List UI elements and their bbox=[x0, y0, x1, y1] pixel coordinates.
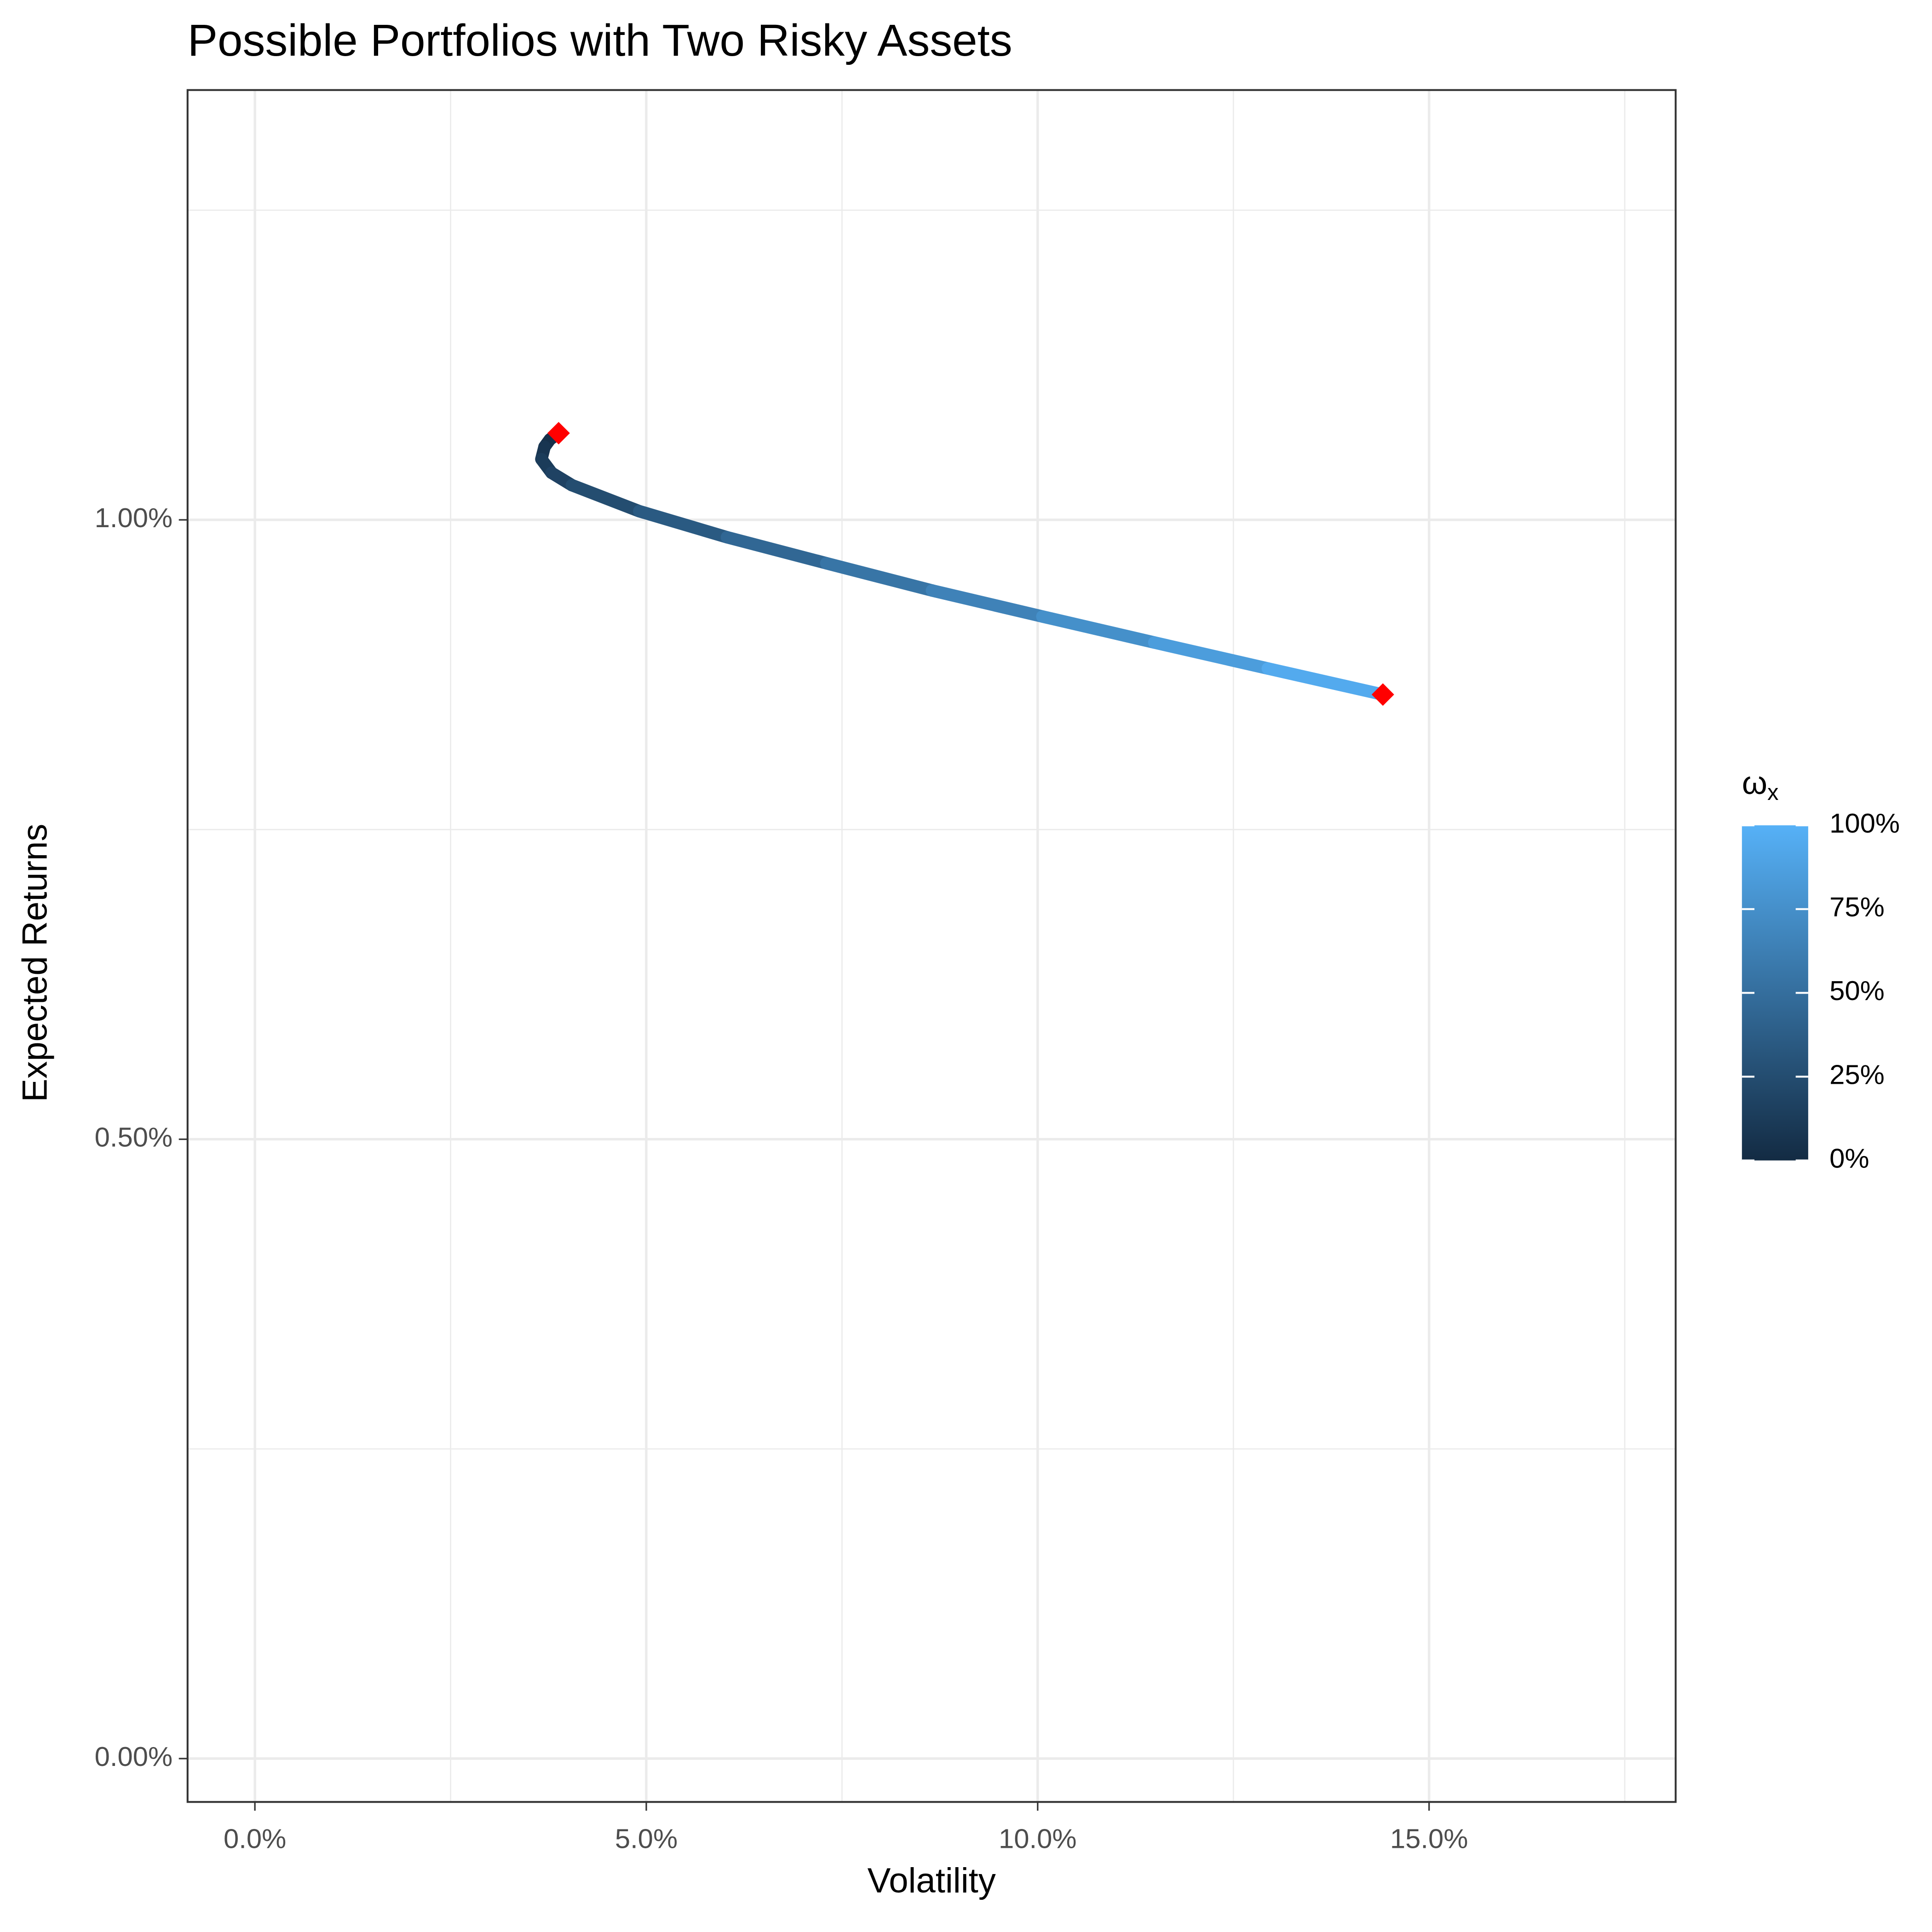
colorbar-tick-label: 75% bbox=[1829, 891, 1885, 922]
legend-title-subscript: x bbox=[1767, 780, 1778, 805]
chart-title: Possible Portfolios with Two Risky Asset… bbox=[188, 15, 1012, 65]
frontier-segment bbox=[1036, 610, 1161, 649]
frontier-segment bbox=[926, 584, 1049, 623]
x-tick-label: 5.0% bbox=[615, 1823, 678, 1854]
colorbar-tick-label: 50% bbox=[1829, 975, 1885, 1006]
y-axis-title: Expected Returns bbox=[16, 824, 55, 1102]
frontier-segment bbox=[820, 557, 938, 597]
legend-title-symbol: ω bbox=[1742, 765, 1767, 801]
plot-border bbox=[186, 89, 1677, 1803]
colorbar-tick-label: 100% bbox=[1829, 808, 1900, 839]
frontier-segment bbox=[1148, 636, 1274, 675]
colorbar-tick-label: 0% bbox=[1829, 1143, 1869, 1174]
y-tick-label: 1.00% bbox=[95, 502, 173, 533]
y-tick-label: 0.50% bbox=[95, 1121, 173, 1152]
y-tick-label: 0.00% bbox=[95, 1741, 173, 1772]
x-axis-title: Volatility bbox=[868, 1861, 996, 1900]
x-tick-label: 10.0% bbox=[999, 1823, 1077, 1854]
frontier-segment bbox=[1261, 662, 1389, 701]
asset-point bbox=[1371, 683, 1394, 706]
asset-point bbox=[547, 422, 570, 445]
plot-panel bbox=[187, 90, 1676, 1802]
frontier-segment bbox=[565, 479, 646, 518]
x-tick-label: 0.0% bbox=[224, 1823, 286, 1854]
colorbar-tick-label: 25% bbox=[1829, 1059, 1885, 1090]
legend-title: ωx bbox=[1742, 765, 1779, 805]
frontier-segment bbox=[720, 531, 833, 569]
x-tick-label: 15.0% bbox=[1390, 1823, 1468, 1854]
frontier-segment bbox=[633, 505, 733, 544]
